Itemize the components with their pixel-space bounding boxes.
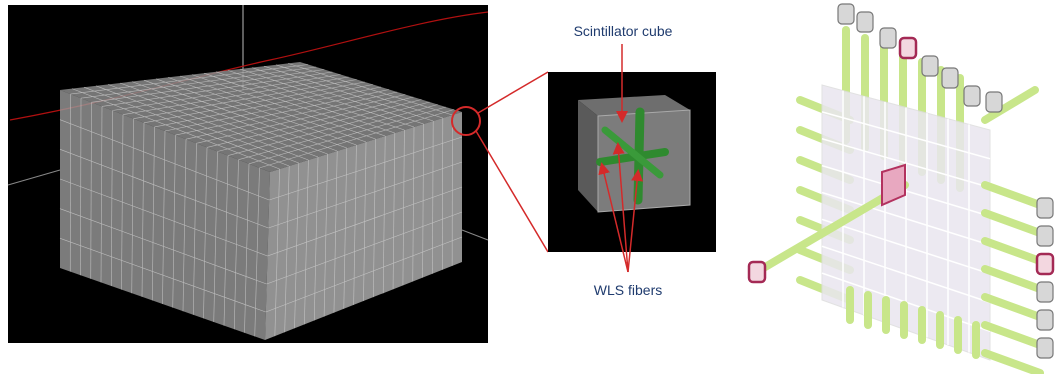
decor bbox=[1037, 338, 1053, 358]
decor bbox=[985, 353, 1040, 373]
decor bbox=[922, 56, 938, 76]
decor bbox=[838, 4, 854, 24]
fibers-label: WLS fibers bbox=[594, 282, 662, 298]
decor bbox=[857, 12, 873, 32]
decor bbox=[942, 68, 958, 88]
decor bbox=[1037, 198, 1053, 218]
decor bbox=[985, 213, 1040, 233]
decor bbox=[749, 262, 765, 282]
decor bbox=[985, 269, 1040, 289]
decor bbox=[986, 92, 1002, 112]
decor bbox=[1037, 254, 1053, 274]
decor bbox=[900, 38, 916, 58]
decor bbox=[985, 241, 1040, 261]
decor bbox=[964, 86, 980, 106]
decor bbox=[1037, 310, 1053, 330]
detector-render bbox=[8, 5, 548, 343]
decor bbox=[985, 297, 1040, 317]
decor bbox=[880, 28, 896, 48]
figure: Scintillator cube WLS fibers bbox=[0, 0, 1060, 374]
decor bbox=[1037, 226, 1053, 246]
cube-label: Scintillator cube bbox=[574, 23, 673, 39]
fiber-schematic bbox=[749, 4, 1053, 373]
decor bbox=[985, 325, 1040, 345]
decor bbox=[985, 185, 1040, 205]
decor bbox=[1037, 282, 1053, 302]
